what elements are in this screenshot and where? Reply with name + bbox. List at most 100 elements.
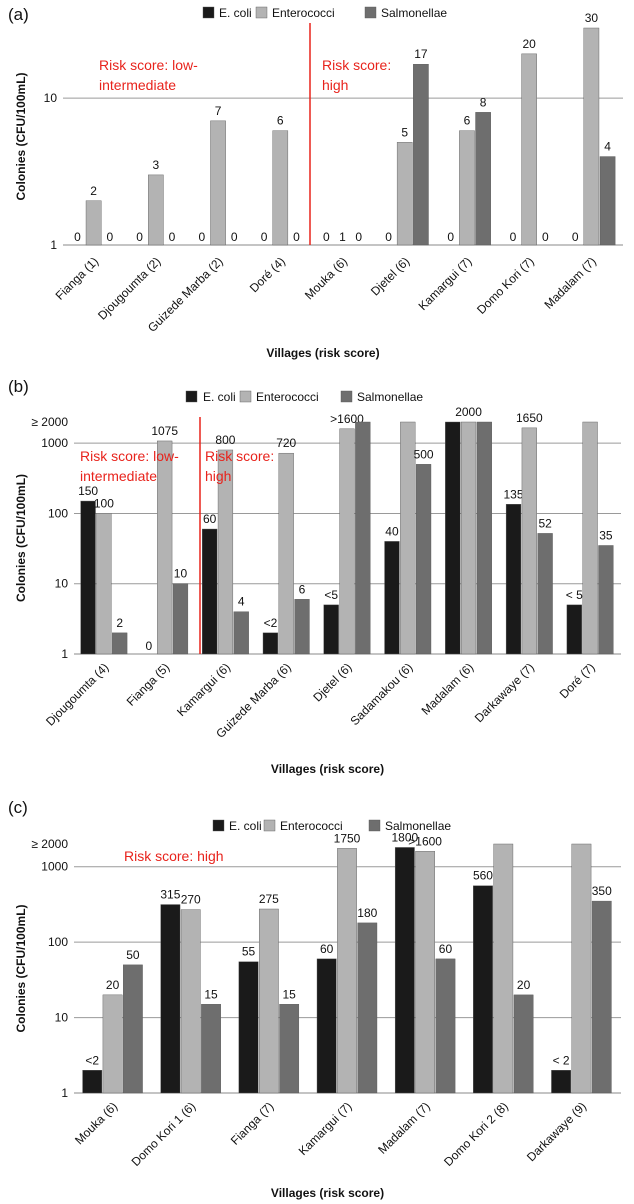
legend-swatch <box>340 390 353 403</box>
legend-swatch <box>368 819 381 832</box>
bar-enterococci <box>272 130 289 246</box>
data-label: 6 <box>277 114 284 128</box>
bar-salmonellae <box>357 922 378 1094</box>
bar-enterococci <box>102 994 123 1094</box>
data-label: < 2 <box>553 1053 570 1067</box>
bar-salmonellae <box>435 958 456 1094</box>
data-label: 135 <box>504 487 524 501</box>
data-label: 350 <box>592 884 612 898</box>
bar-ecoli <box>323 604 339 655</box>
bar-ecoli <box>82 1070 103 1094</box>
legend-label: Enterococci <box>256 390 319 404</box>
data-label: 50 <box>126 948 140 962</box>
bar-salmonellae <box>279 1004 300 1094</box>
data-label: 60 <box>203 512 217 526</box>
data-label: 52 <box>538 516 552 530</box>
bar-enterococci <box>521 53 537 246</box>
data-label: 0 <box>106 230 113 244</box>
bar-salmonellae <box>513 994 534 1094</box>
legend-swatch <box>364 6 377 19</box>
x-axis-title: Villages (risk score) <box>266 346 379 360</box>
bar-enterococci <box>396 142 413 246</box>
bar-salmonellae <box>112 632 128 655</box>
category-label: Fianga (5) <box>124 660 173 709</box>
bar-salmonellae <box>475 112 491 246</box>
bar-enterococci <box>415 851 436 1094</box>
bar-enterococci <box>460 421 477 655</box>
data-label: 0 <box>74 230 81 244</box>
panel-letter: (b) <box>8 377 29 396</box>
legend-swatch <box>185 390 198 403</box>
bar-enterococci <box>278 452 294 655</box>
category-label: Madalam (7) <box>541 254 599 312</box>
x-axis-title: Villages (risk score) <box>271 1186 384 1200</box>
data-label: 150 <box>78 484 98 498</box>
category-label: Domo Kori (7) <box>474 254 537 317</box>
category-label: Doré (4) <box>247 254 288 295</box>
data-label: 275 <box>259 892 279 906</box>
y-tick-label: ≥ 2000 <box>31 415 68 429</box>
data-label: 100 <box>94 496 114 510</box>
data-label: 10 <box>174 567 188 581</box>
data-label: <2 <box>264 616 278 630</box>
bar-salmonellae <box>355 421 371 655</box>
legend-label: Enterococci <box>280 819 343 833</box>
data-label: 0 <box>136 230 143 244</box>
data-label: 270 <box>181 893 201 907</box>
data-label: 560 <box>473 869 493 883</box>
bar-enterococci <box>157 440 173 655</box>
bar-enterococci <box>180 909 201 1094</box>
bar-enterococci <box>459 130 475 246</box>
bar-enterococci <box>493 843 514 1094</box>
y-axis-title: Colonies (CFU/100mL) <box>14 904 28 1032</box>
category-label: Madalam (6) <box>419 660 477 718</box>
y-tick-label: 10 <box>55 1011 69 1025</box>
legend-swatch <box>202 6 215 19</box>
y-tick-label: 1 <box>61 647 68 661</box>
data-label: 0 <box>231 230 238 244</box>
panel-letter: (a) <box>8 5 29 24</box>
bar-ecoli <box>551 1070 571 1094</box>
data-label: 7 <box>215 104 222 118</box>
data-label: 55 <box>242 945 256 959</box>
data-label: < 5 <box>566 588 583 602</box>
risk-score-label: Risk score: high <box>124 848 224 864</box>
legend-label: E. coli <box>203 390 236 404</box>
bar-ecoli <box>394 847 415 1094</box>
y-tick-label: 1000 <box>41 436 68 450</box>
y-tick-label: ≥ 2000 <box>31 837 68 851</box>
category-label: Kamargui (7) <box>296 1099 355 1158</box>
bar-salmonellae <box>476 421 492 655</box>
data-label: 3 <box>152 158 159 172</box>
legend-label: Salmonellae <box>385 819 451 833</box>
data-label: 0 <box>385 230 392 244</box>
legend-swatch <box>255 6 268 19</box>
data-label: 0 <box>261 230 268 244</box>
data-label: 40 <box>385 524 399 538</box>
bar-ecoli <box>505 504 522 655</box>
bar-salmonellae <box>233 611 249 655</box>
risk-score-label: Risk score: low- <box>99 57 198 73</box>
data-label: 60 <box>439 942 453 956</box>
bar-enterococci <box>571 843 592 1094</box>
data-label: 4 <box>604 140 611 154</box>
data-label: 0 <box>323 230 330 244</box>
data-label: 0 <box>199 230 206 244</box>
category-label: Madalam (7) <box>375 1099 433 1157</box>
bar-enterococci <box>85 200 102 246</box>
bar-enterococci <box>521 427 537 655</box>
bar-enterococci <box>217 449 234 655</box>
legend-swatch <box>239 390 252 403</box>
data-label: 2 <box>116 616 123 630</box>
data-label: 17 <box>414 47 428 61</box>
legend-label: E. coli <box>229 819 262 833</box>
bar-enterococci <box>148 174 164 246</box>
data-label: 20 <box>106 978 120 992</box>
bar-enterococci <box>337 848 357 1094</box>
risk-score-label: high <box>322 77 348 93</box>
data-label: 0 <box>355 230 362 244</box>
y-axis-title: Colonies (CFU/100mL) <box>14 72 28 200</box>
category-label: Kamargui (6) <box>174 660 233 719</box>
